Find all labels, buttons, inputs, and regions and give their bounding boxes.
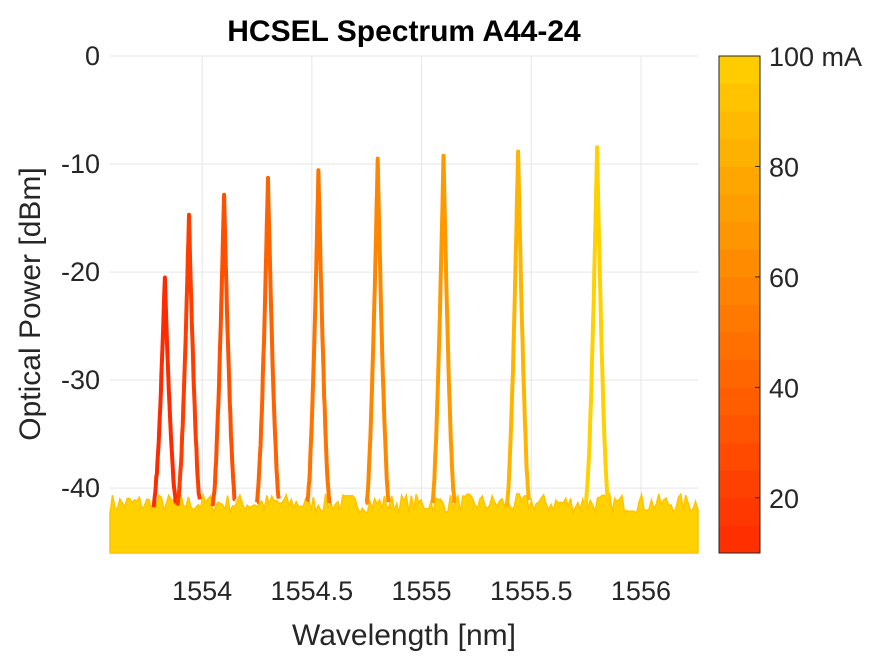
spectrum-peak-10ma (151, 275, 178, 508)
y-tick-label: -10 (61, 149, 100, 179)
spectrum-peak-100ma (583, 145, 610, 508)
colorbar-segment (719, 194, 760, 223)
colorbar-segment (719, 442, 760, 471)
noise-floor-band (109, 491, 699, 554)
colorbar-tick-label: 80 (769, 152, 799, 182)
colorbar-tick-label: 20 (769, 484, 799, 514)
colorbar-tick-label: 60 (769, 263, 799, 293)
y-axis-label: Optical Power [dBm] (14, 167, 47, 440)
colorbar-segment (719, 387, 760, 416)
y-tick-label: 0 (85, 41, 100, 71)
spectrum-peak-70ma (430, 153, 457, 504)
axis-ticks: 1554 1554.5 1555 1555.5 1556 0 -10 -20 -30 -40 (61, 41, 671, 606)
x-tick-label: 1554 (172, 576, 232, 606)
chart-title: HCSEL Spectrum A44-24 (227, 15, 581, 48)
colorbar-segment (719, 111, 760, 140)
colorbar-segment (719, 276, 760, 305)
colorbar-segment (719, 359, 760, 388)
colorbar-segment (719, 221, 760, 250)
colorbar-tick-label: 100 mA (769, 42, 862, 72)
colorbar-segment (719, 304, 760, 333)
x-tick-label: 1555.5 (490, 576, 573, 606)
y-tick-label: -20 (61, 257, 100, 287)
colorbar-segment (719, 497, 760, 526)
spectral-traces (151, 145, 610, 508)
colorbar-segment (719, 166, 760, 195)
colorbar-segment (719, 414, 760, 444)
x-tick-label: 1556 (611, 576, 671, 606)
colorbar-segment (719, 138, 760, 167)
colorbar-frame (718, 55, 761, 554)
colorbar-segment (719, 525, 760, 554)
x-axis-label: Wavelength [nm] (292, 619, 516, 652)
spectrum-peak-30ma (210, 192, 237, 507)
spectrum-peak-60ma (364, 156, 391, 505)
x-tick-label: 1555 (392, 576, 452, 606)
spectrum-peak-40ma (255, 175, 281, 505)
colorbar: 20 40 60 80 100 mA (718, 42, 862, 554)
colorbar-tick-label: 40 (769, 373, 799, 403)
colorbar-segment (719, 249, 760, 278)
spectrum-peak-85ma (504, 149, 531, 508)
colorbar-segment (719, 332, 760, 361)
colorbar-segment (719, 83, 760, 112)
x-tick-label: 1554.5 (271, 576, 354, 606)
noise-floor (109, 491, 699, 554)
y-tick-label: -30 (61, 365, 100, 395)
colorbar-segment (719, 470, 760, 499)
spectrum-peak-50ma (305, 168, 332, 504)
y-tick-label: -40 (61, 473, 100, 503)
spectrum-peak-20ma (175, 212, 202, 506)
colorbar-segment (719, 56, 760, 85)
